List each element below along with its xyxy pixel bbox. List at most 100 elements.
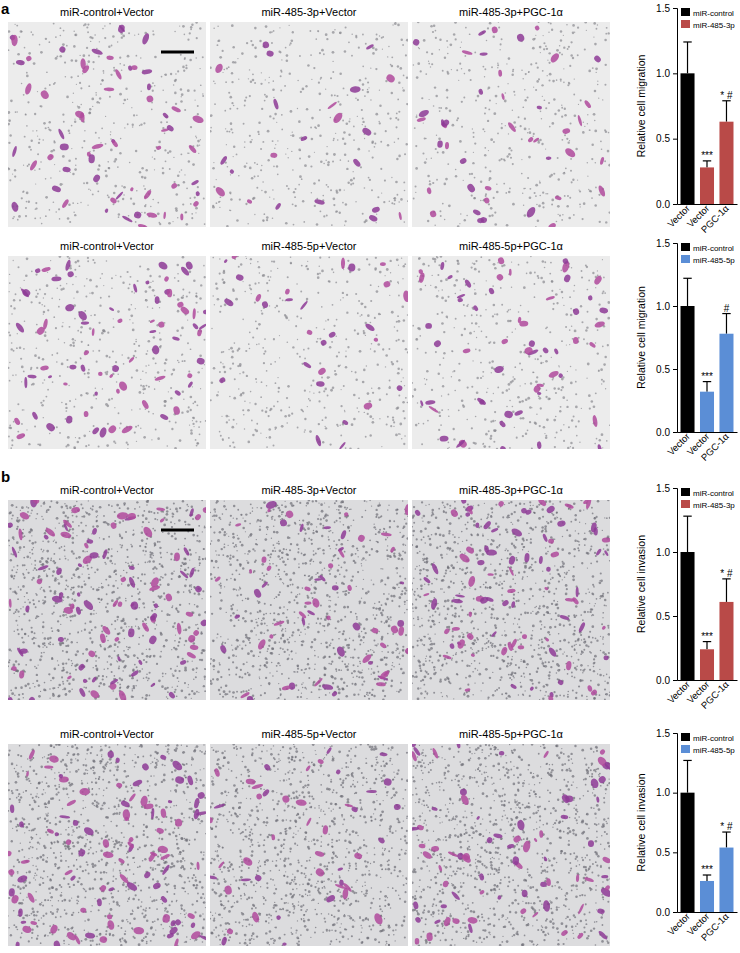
pore xyxy=(27,165,29,167)
stained-cell xyxy=(437,140,443,148)
pore xyxy=(532,47,535,50)
stained-cell xyxy=(229,169,235,175)
stained-cell xyxy=(172,336,180,342)
pore xyxy=(139,125,141,127)
pore xyxy=(185,67,187,69)
pore xyxy=(190,126,192,128)
pore xyxy=(133,114,135,116)
pore xyxy=(213,162,214,163)
pore xyxy=(352,182,354,184)
pore xyxy=(396,113,398,115)
pore xyxy=(573,214,575,216)
pore xyxy=(87,376,89,378)
pore xyxy=(61,402,63,404)
pore xyxy=(154,388,156,390)
pore xyxy=(108,399,110,401)
pore xyxy=(230,210,231,211)
stained-cell xyxy=(593,54,602,63)
pore xyxy=(37,293,39,295)
pore xyxy=(195,421,197,423)
pore xyxy=(265,95,268,98)
pore xyxy=(529,188,531,190)
pore xyxy=(264,191,267,194)
pore xyxy=(353,177,355,179)
pore xyxy=(422,153,424,155)
pore xyxy=(317,30,318,31)
pore xyxy=(250,81,252,83)
pore xyxy=(435,37,437,39)
stained-cell xyxy=(246,199,253,205)
pore xyxy=(396,158,398,160)
stained-cell xyxy=(270,152,278,158)
pore xyxy=(187,319,188,320)
pore xyxy=(80,358,82,360)
pore xyxy=(172,221,173,222)
pore xyxy=(550,174,553,177)
pore xyxy=(298,184,300,186)
pore xyxy=(190,396,193,399)
pore xyxy=(339,103,341,105)
stained-cell xyxy=(516,33,525,43)
pore xyxy=(41,304,42,305)
pore xyxy=(299,158,301,160)
pore xyxy=(98,137,100,139)
pore xyxy=(185,211,187,213)
pore xyxy=(396,126,398,128)
pore xyxy=(380,141,382,143)
pore xyxy=(50,150,53,153)
pore xyxy=(401,39,403,41)
panel-label: b xyxy=(1,468,10,485)
pore xyxy=(260,83,262,85)
pore xyxy=(62,155,65,158)
pore xyxy=(404,153,406,155)
pore xyxy=(106,260,108,262)
pore xyxy=(435,148,437,150)
pore xyxy=(424,161,427,164)
pore xyxy=(608,211,610,213)
pore xyxy=(561,139,563,141)
pore xyxy=(74,447,76,449)
pore xyxy=(489,170,491,172)
pore xyxy=(77,203,78,204)
pore xyxy=(331,224,333,226)
pore xyxy=(594,204,597,207)
pore xyxy=(161,76,163,78)
pore xyxy=(134,432,136,434)
stained-cell xyxy=(366,43,375,50)
pore xyxy=(181,296,184,299)
pore xyxy=(154,56,157,59)
pore xyxy=(189,424,190,425)
pore xyxy=(375,68,377,70)
pore xyxy=(339,31,342,34)
pore xyxy=(436,135,437,136)
pore xyxy=(468,69,471,72)
pore xyxy=(269,115,271,117)
pore xyxy=(259,40,261,42)
stained-cell xyxy=(163,212,166,219)
pore xyxy=(600,140,602,142)
pore xyxy=(144,212,146,214)
pore xyxy=(454,22,457,24)
pore xyxy=(24,47,26,49)
pore xyxy=(53,140,55,142)
pore xyxy=(284,85,286,87)
pore xyxy=(357,116,358,117)
pore xyxy=(93,149,95,151)
pore xyxy=(92,61,94,63)
pore xyxy=(416,115,417,116)
pore xyxy=(25,114,27,116)
stained-cell xyxy=(266,50,274,57)
pore xyxy=(86,26,88,28)
pore xyxy=(545,149,546,150)
pore xyxy=(563,172,566,175)
pore xyxy=(268,82,270,84)
pore xyxy=(351,34,352,35)
pore xyxy=(108,167,110,169)
pore xyxy=(190,28,192,30)
pore xyxy=(298,120,301,123)
pore xyxy=(59,432,61,434)
pore xyxy=(88,369,90,371)
pore xyxy=(97,190,99,192)
pore xyxy=(465,27,467,29)
pore xyxy=(228,131,230,133)
